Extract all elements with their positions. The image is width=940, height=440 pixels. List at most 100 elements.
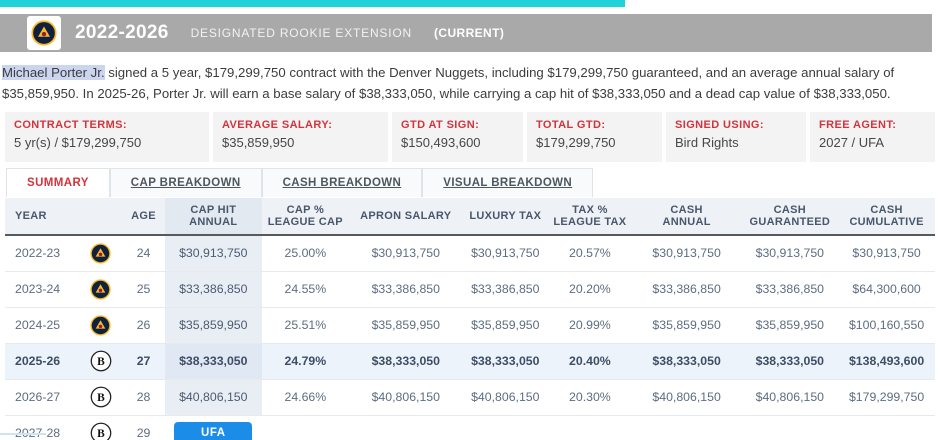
cell-age: 29 <box>136 426 151 440</box>
cell-year: 2026-27 <box>5 379 80 416</box>
cell-apron-salary: $30,913,750 <box>349 235 463 272</box>
cell-cash-annual: $38,333,050 <box>631 343 742 380</box>
cell-cap-pct: 24.79% <box>261 343 350 380</box>
cell-cap-hit: UFA <box>164 415 262 440</box>
cell-tax-pct: 20.57% <box>548 235 632 272</box>
cell-cash-cumulative: $100,160,550 <box>838 307 935 344</box>
cell-cash-annual: $33,386,850 <box>631 271 742 308</box>
contract-status: (CURRENT) <box>433 26 505 40</box>
cell-year: 2022-23 <box>5 235 80 272</box>
nets-logo-icon: B <box>79 379 123 416</box>
contract-terms-strip: CONTRACT TERMS: 5 yr(s) / $179,299,750 A… <box>5 112 935 162</box>
cell-luxury-tax: $33,386,850 <box>462 271 549 308</box>
player-name-highlight: Michael Porter Jr. <box>2 65 105 80</box>
cell-cap-pct: 25.00% <box>261 235 350 272</box>
svg-text:B: B <box>97 428 105 440</box>
cell-apron-salary: $38,333,050 <box>349 343 463 380</box>
summary-rest: signed a 5 year, $179,299,750 contract w… <box>2 65 895 101</box>
cell-age: 25 <box>122 271 165 308</box>
cell-cash-annual: $40,806,150 <box>631 379 742 416</box>
col-header-cap-: CAP % LEAGUE CAP <box>261 198 350 236</box>
cell-year: 2023-24 <box>5 271 80 308</box>
cell-tax-pct: 20.99% <box>548 307 632 344</box>
cell-cash-guaranteed: $38,333,050 <box>741 343 839 380</box>
term-signed-using: SIGNED USING: Bird Rights <box>666 112 806 162</box>
term-value: $150,493,600 <box>401 135 481 150</box>
tab-cap-breakdown[interactable]: CAP BREAKDOWN <box>109 168 262 197</box>
cell-cap-pct <box>262 415 349 440</box>
col-header-age: AGE <box>122 198 165 236</box>
svg-text:B: B <box>97 392 105 404</box>
nuggets-logo-icon <box>27 16 61 50</box>
cell-luxury-tax: $35,859,950 <box>462 307 549 344</box>
tab-visual-breakdown[interactable]: VISUAL BREAKDOWN <box>422 168 594 197</box>
svg-text:B: B <box>97 356 105 368</box>
cell-age: 27 <box>122 343 165 380</box>
cell-cash-guaranteed: $40,806,150 <box>741 379 839 416</box>
term-label: TOTAL GTD: <box>536 119 606 131</box>
cell-cap-hit: $30,913,750 <box>164 235 262 272</box>
term-value: $179,299,750 <box>536 135 616 150</box>
cell-apron-salary <box>349 415 462 440</box>
term-label: GTD AT SIGN: <box>401 119 480 131</box>
col-header-cash: CASH GUARANTEED <box>741 198 839 236</box>
cell-cash-guaranteed <box>741 415 838 440</box>
cell-age: 26 <box>122 307 165 344</box>
cell-cash-cumulative <box>838 415 935 440</box>
cell-luxury-tax <box>463 415 549 440</box>
cell-year: 2024-25 <box>5 307 80 344</box>
ufa-button[interactable]: UFA <box>174 421 253 440</box>
tab-cash-breakdown[interactable]: CASH BREAKDOWN <box>261 168 423 197</box>
col-header-year: YEAR <box>5 198 80 236</box>
table-row: 2025-26 B 27 $38,333,050 24.79% $38,333,050 $3… <box>5 343 935 380</box>
tab-summary[interactable]: SUMMARY <box>6 168 110 197</box>
cell-tax-pct: 20.20% <box>548 271 632 308</box>
cell-tax-pct <box>548 415 632 440</box>
breakdown-tabs: SUMMARY CAP BREAKDOWN CASH BREAKDOWN VIS… <box>6 168 594 197</box>
col-header-luxury-tax: LUXURY TAX <box>462 198 549 236</box>
salary-table: YEAR AGE CAP HIT ANNUAL CAP % LEAGUE CAP APR… <box>5 198 935 440</box>
nuggets-logo-icon <box>79 307 123 344</box>
col-header-cash: CASH CUMULATIVE <box>838 198 935 236</box>
col-header-cash: CASH ANNUAL <box>631 198 742 236</box>
cell-cash-annual <box>632 415 742 440</box>
contract-type: DESIGNATED ROOKIE EXTENSION <box>190 26 412 40</box>
term-average-salary: AVERAGE SALARY: $35,859,950 <box>213 112 388 162</box>
table-row: 2024-25 26 $35,859,950 25.51% $35,859,950 $35… <box>5 307 935 344</box>
cell-age: 28 <box>122 379 165 416</box>
cell-luxury-tax: $38,333,050 <box>462 343 549 380</box>
cell-cash-guaranteed: $35,859,950 <box>741 307 839 344</box>
partial-element-edge <box>0 433 46 435</box>
cell-year: 2025-26 <box>5 343 80 380</box>
cell-luxury-tax: $40,806,150 <box>462 379 549 416</box>
term-value: $35,859,950 <box>222 135 295 150</box>
term-value: 2027 / UFA <box>819 135 885 150</box>
table-body: 2022-23 24 $30,913,750 25.00% $30,913,750 $30… <box>5 235 935 440</box>
cell-cap-pct: 24.55% <box>261 271 350 308</box>
nets-logo-icon: B <box>79 415 122 440</box>
col-header-apron-salary: APRON SALARY <box>349 198 463 236</box>
cell-tax-pct: 20.30% <box>548 379 632 416</box>
term-label: CONTRACT TERMS: <box>14 119 127 131</box>
nets-logo-icon: B <box>79 343 123 380</box>
cell-cap-hit: $35,859,950 <box>164 307 262 344</box>
top-accent-bar <box>0 0 625 7</box>
term-value: Bird Rights <box>675 135 739 150</box>
cell-cap-hit: $40,806,150 <box>164 379 262 416</box>
table-row: 2022-23 24 $30,913,750 25.00% $30,913,750 $30… <box>5 235 935 272</box>
cell-cap-hit: $33,386,850 <box>164 271 262 308</box>
cell-cap-pct: 24.66% <box>261 379 350 416</box>
cell-cash-cumulative: $138,493,600 <box>838 343 935 380</box>
cell-cap-pct: 25.51% <box>261 307 350 344</box>
term-free-agent: FREE AGENT: 2027 / UFA <box>810 112 935 162</box>
cell-apron-salary: $40,806,150 <box>349 379 463 416</box>
term-label: SIGNED USING: <box>675 119 764 131</box>
col-header-cap-hit: CAP HIT ANNUAL <box>164 198 262 236</box>
table-row: 2027-28 B 29 UFA <box>5 415 935 440</box>
table-row: 2023-24 25 $33,386,850 24.55% $33,386,850 $33… <box>5 271 935 308</box>
contract-header-band: 2022-2026 DESIGNATED ROOKIE EXTENSION (C… <box>0 14 932 52</box>
cell-apron-salary: $35,859,950 <box>349 307 463 344</box>
cell-cap-hit: $38,333,050 <box>164 343 262 380</box>
col-header-team-logo <box>79 198 123 236</box>
